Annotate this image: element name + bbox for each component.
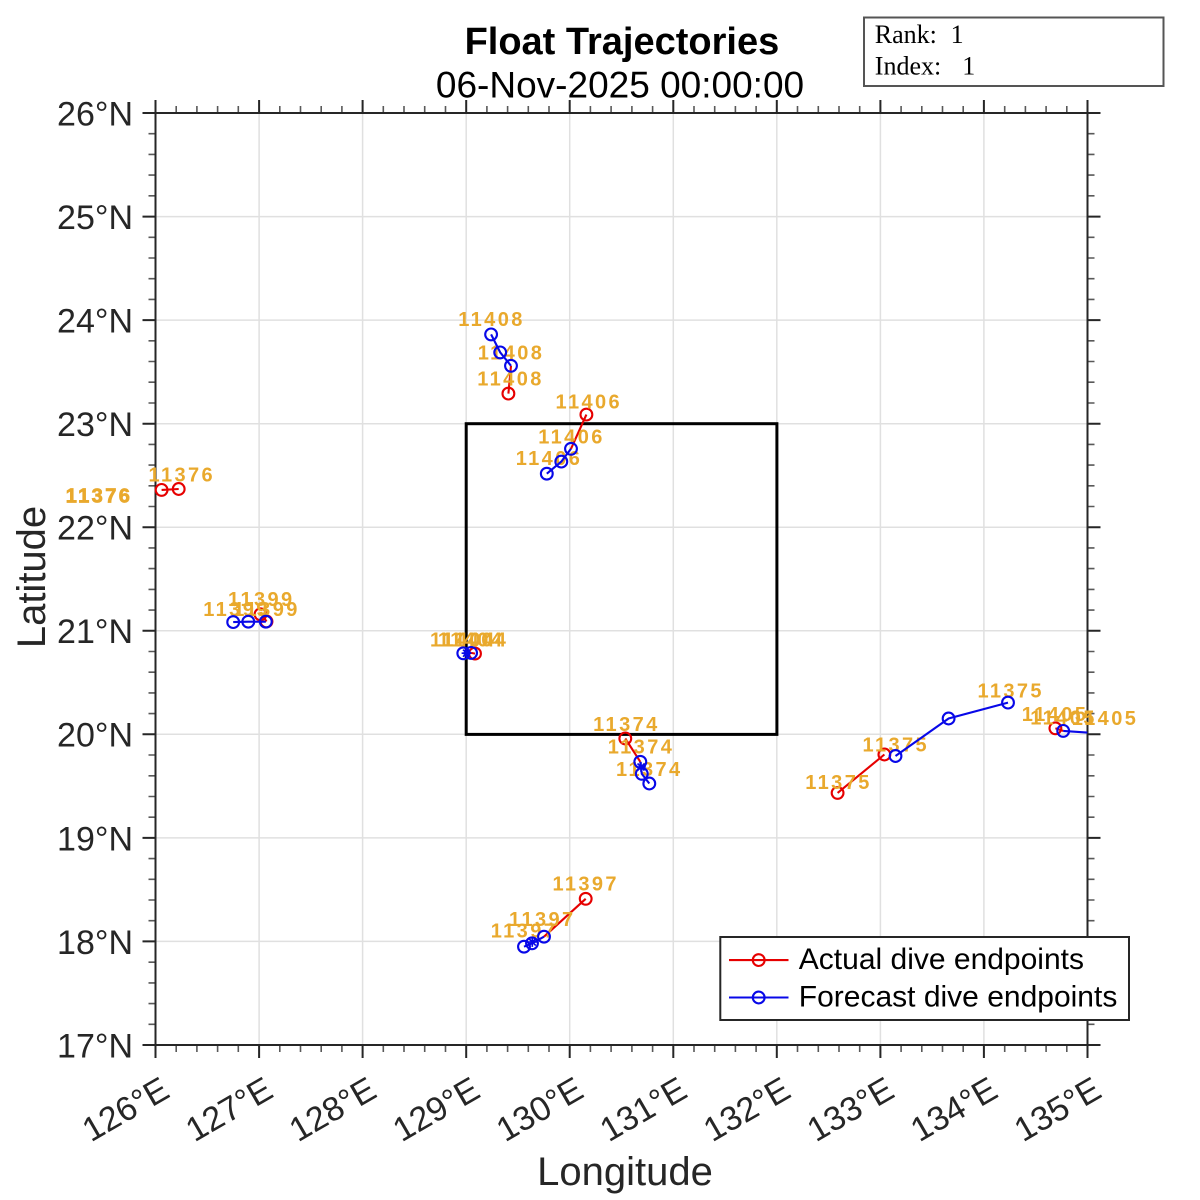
svg-text:25°N: 25°N (57, 199, 133, 237)
svg-text:11376: 11376 (66, 485, 133, 507)
svg-text:11374: 11374 (593, 714, 660, 736)
svg-text:Forecast dive endpoints: Forecast dive endpoints (799, 980, 1118, 1013)
svg-text:11408: 11408 (477, 368, 544, 390)
svg-text:1: 1 (962, 51, 975, 80)
svg-text:11374: 11374 (616, 759, 683, 781)
svg-text:11375: 11375 (863, 735, 930, 757)
svg-text:11374: 11374 (608, 737, 675, 759)
svg-text:22°N: 22°N (57, 510, 133, 548)
svg-text:11406: 11406 (556, 392, 623, 414)
svg-text:Latitude: Latitude (10, 506, 54, 648)
svg-text:Float Trajectories: Float Trajectories (465, 21, 780, 63)
svg-text:24°N: 24°N (57, 303, 133, 341)
svg-text:06-Nov-2025 00:00:00: 06-Nov-2025 00:00:00 (436, 65, 804, 106)
svg-text:Actual dive endpoints: Actual dive endpoints (799, 943, 1084, 976)
svg-text:1: 1 (951, 20, 964, 49)
svg-text:17°N: 17°N (57, 1027, 133, 1065)
svg-text:11405: 11405 (1022, 704, 1089, 726)
svg-text:11405: 11405 (1072, 708, 1139, 730)
svg-text:11406: 11406 (538, 426, 605, 448)
svg-text:11399: 11399 (228, 589, 295, 611)
svg-text:18°N: 18°N (57, 924, 133, 962)
svg-text:11404: 11404 (438, 629, 505, 651)
svg-text:Index:: Index: (875, 51, 941, 80)
svg-text:11404: 11404 (430, 629, 497, 651)
svg-text:11408: 11408 (478, 342, 545, 364)
svg-text:Rank:: Rank: (875, 20, 937, 49)
svg-text:11404: 11404 (442, 629, 509, 651)
svg-text:Longitude: Longitude (537, 1150, 713, 1194)
svg-text:11375: 11375 (805, 772, 872, 794)
svg-text:11406: 11406 (516, 448, 583, 470)
svg-text:11376: 11376 (149, 465, 216, 487)
svg-text:26°N: 26°N (57, 95, 133, 133)
svg-text:20°N: 20°N (57, 717, 133, 755)
svg-text:11408: 11408 (458, 309, 525, 331)
svg-text:11405: 11405 (1030, 708, 1097, 730)
svg-text:11375: 11375 (977, 681, 1044, 703)
svg-text:23°N: 23°N (57, 406, 133, 444)
svg-text:11397: 11397 (552, 874, 619, 896)
svg-text:19°N: 19°N (57, 820, 133, 858)
svg-text:21°N: 21°N (57, 613, 133, 651)
svg-text:11397: 11397 (509, 909, 576, 931)
